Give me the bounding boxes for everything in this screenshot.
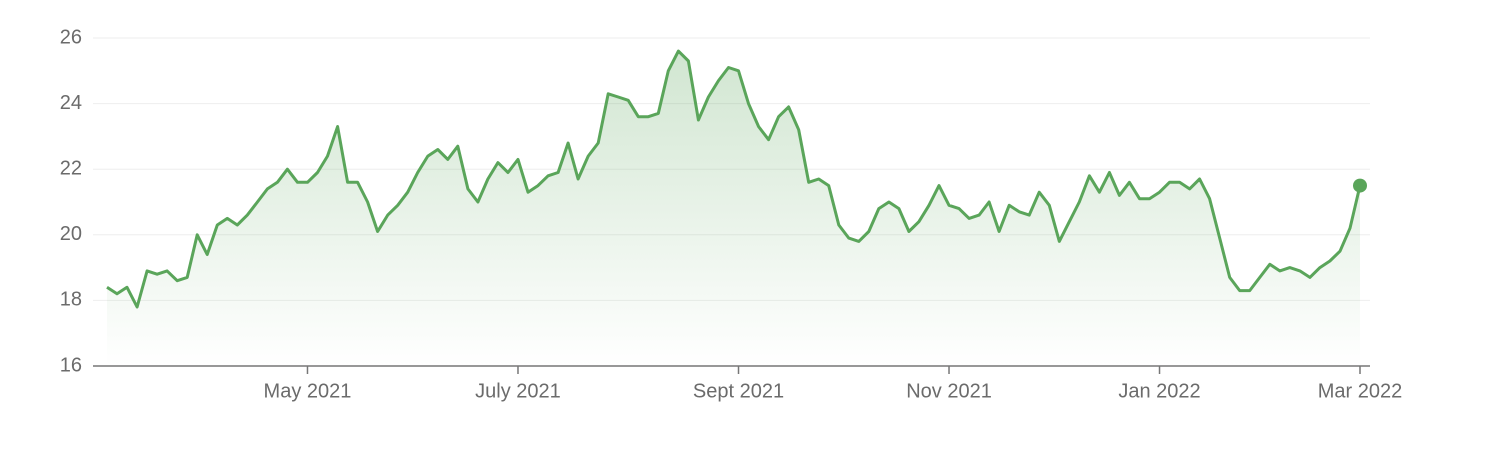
area-fill — [107, 51, 1360, 366]
x-tick-label: Mar 2022 — [1318, 380, 1403, 402]
y-tick-label: 24 — [60, 92, 82, 114]
y-tick-label: 18 — [60, 289, 82, 311]
x-tick-label: Jan 2022 — [1118, 380, 1200, 402]
x-tick-label: Nov 2021 — [906, 380, 992, 402]
x-tick-label: July 2021 — [475, 380, 561, 402]
price-line — [106, 49, 1362, 309]
y-tick-label: 20 — [60, 223, 82, 245]
y-tick-label: 22 — [60, 157, 82, 179]
y-tick-label: 16 — [60, 354, 82, 376]
x-tick-label: May 2021 — [264, 380, 352, 402]
x-tick-label: Sept 2021 — [693, 380, 784, 402]
last-point — [1353, 178, 1367, 193]
y-tick-label: 26 — [60, 26, 82, 48]
